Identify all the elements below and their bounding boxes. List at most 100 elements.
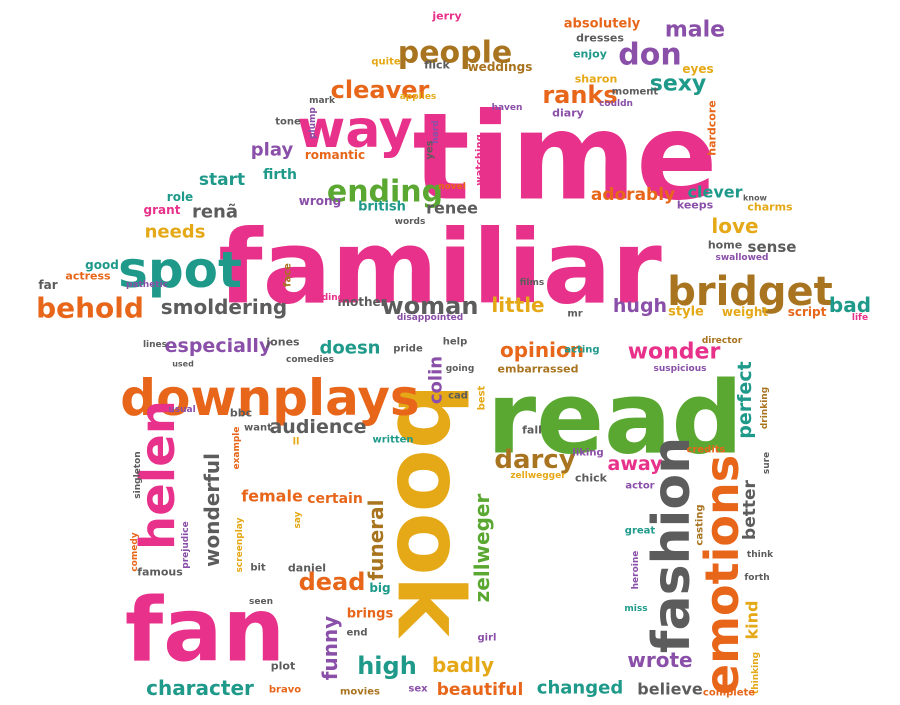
word-wonderful: wonderful — [200, 453, 224, 567]
word-singleton: singleton — [133, 451, 143, 498]
word-couldn: couldn — [599, 99, 633, 109]
word-fall: fall — [522, 424, 542, 437]
word-home: home — [708, 239, 742, 252]
word-play: play — [251, 140, 294, 161]
word-ll: ll — [293, 437, 300, 448]
word-mother: mother — [337, 295, 386, 309]
word-example: example — [232, 427, 242, 470]
word-familiar: familiar — [218, 209, 662, 328]
word-hugh: hugh — [613, 295, 667, 317]
word-drinking: drinking — [760, 387, 770, 429]
word-novel: novel — [438, 182, 466, 192]
word-especially: especially — [165, 335, 272, 357]
word-best: best — [477, 385, 488, 410]
word-darcy: darcy — [494, 445, 575, 475]
word-wrong: wrong — [299, 194, 341, 208]
word-wonder: wonder — [628, 340, 721, 365]
word-miss: miss — [624, 604, 647, 614]
word-spot: spot — [118, 241, 242, 299]
word-needs: needs — [145, 222, 206, 243]
word-high: high — [357, 652, 417, 680]
word-weight: weight — [722, 305, 768, 319]
word-written: written — [372, 435, 413, 446]
word-absolutely: absolutely — [564, 17, 641, 32]
word-suspicious: suspicious — [653, 364, 706, 374]
word-don: don — [618, 38, 681, 73]
word-british: british — [358, 200, 406, 215]
word-funny: funny — [318, 616, 342, 680]
word-heroine: heroine — [631, 551, 641, 590]
word-flick: flick — [424, 59, 450, 72]
word-sure: sure — [762, 452, 772, 474]
word-watching: watching — [475, 134, 486, 186]
word-bad: bad — [829, 293, 871, 317]
word-eyes: eyes — [682, 62, 713, 76]
word-funeral: funeral — [364, 500, 388, 581]
word-used: used — [172, 360, 194, 369]
word-rena: renã — [192, 202, 238, 223]
word-renee: renee — [426, 199, 478, 218]
word-badly: badly — [432, 653, 494, 677]
word-clever: clever — [688, 183, 743, 202]
word-movies: movies — [340, 687, 380, 698]
word-zellweger: zellweger — [470, 494, 494, 603]
word-dead: dead — [299, 568, 366, 596]
word-seen: seen — [249, 597, 273, 607]
word-thinking: thinking — [751, 652, 761, 694]
word-read: read — [487, 360, 743, 477]
word-disappointed: disappointed — [397, 313, 463, 323]
word-cad: cad — [448, 391, 468, 402]
word-character: character — [146, 676, 254, 700]
word-sexy: sexy — [650, 72, 707, 97]
word-far: far — [38, 278, 57, 292]
word-moment: moment — [612, 87, 659, 98]
word-help: help — [443, 337, 468, 348]
word-fielding: fielding — [306, 293, 344, 303]
word-people: people — [398, 36, 513, 71]
word-fan: fan — [125, 579, 285, 682]
word-opinion: opinion — [500, 338, 584, 362]
word-start: start — [199, 170, 245, 190]
word-daniel: daniel — [288, 562, 326, 575]
word-sharon: sharon — [575, 73, 618, 86]
word-comedy: comedy — [130, 532, 140, 571]
word-words: words — [395, 217, 426, 227]
word-plot: plot — [271, 660, 295, 673]
word-brings: brings — [347, 607, 394, 622]
word-plump: plump — [308, 107, 318, 139]
word-say: say — [293, 511, 303, 528]
word-sex: sex — [408, 684, 428, 695]
word-script: script — [788, 305, 827, 319]
word-little: little — [491, 293, 544, 317]
word-jerry: jerry — [431, 10, 461, 23]
word-keeps: keeps — [677, 199, 714, 212]
word-tone: tone — [275, 117, 301, 128]
word-away: away — [608, 453, 664, 475]
word-going: going — [446, 364, 475, 374]
word-role: role — [167, 190, 193, 204]
word-diary: diary — [552, 107, 584, 120]
word-ending: ending — [327, 175, 443, 210]
word-prejudice: prejudice — [181, 521, 191, 568]
word-girl: girl — [478, 633, 497, 644]
word-kind: kind — [743, 601, 762, 640]
word-think: think — [747, 550, 774, 560]
word-romantic: romantic — [305, 148, 365, 162]
word-certain: certain — [307, 491, 363, 507]
word-doesn: doesn — [320, 338, 381, 359]
word-helen: helen — [130, 400, 186, 550]
word-acting: acting — [564, 345, 599, 356]
word-quite: quite — [371, 57, 400, 68]
word-want: want — [244, 423, 272, 434]
word-hardcore: hardcore — [706, 100, 719, 156]
word-charms: charms — [747, 201, 793, 214]
word-screenplay: screenplay — [235, 517, 245, 572]
word-famous: famous — [137, 566, 183, 579]
word-weddings: weddings — [468, 60, 533, 74]
word-life: life — [852, 313, 868, 323]
word-embarrassed: embarrassed — [498, 363, 579, 376]
word-hard: hard — [431, 120, 441, 143]
word-pride: pride — [393, 344, 423, 355]
word-end: end — [346, 628, 367, 639]
word-beautiful: beautiful — [437, 680, 524, 700]
